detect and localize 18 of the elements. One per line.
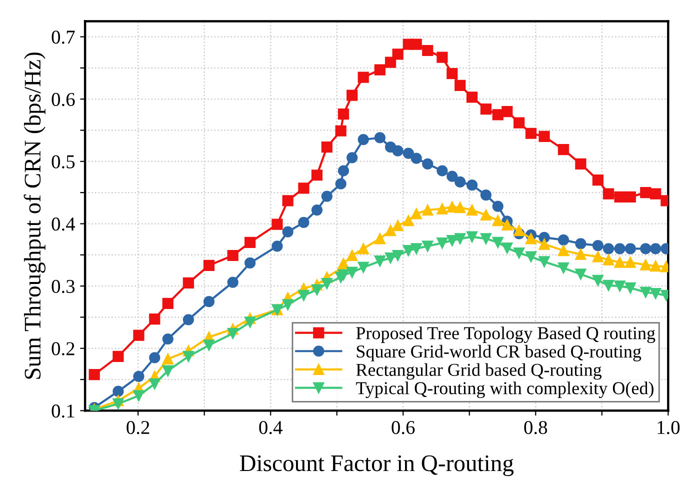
- y-tick-label: 0.7: [52, 30, 75, 44]
- legend-label: Proposed Tree Topology Based Q routing: [356, 326, 656, 344]
- y-tick-label: 0.5: [52, 155, 75, 168]
- x-tick-label: 1.0: [658, 420, 680, 434]
- legend-label: Typical Q-routing with complexity O(ed): [356, 382, 654, 398]
- y-tick-label: 0.1: [52, 404, 74, 418]
- x-tick-label: 0.4: [259, 420, 282, 434]
- y-axis-title: Sum Throughput of CRN (bps/Hz): [24, 52, 46, 379]
- x-tick-label: 0.8: [524, 420, 548, 434]
- legend-label: Rectangular Grid based Q-routing: [356, 363, 602, 380]
- x-tick-label: 0.6: [392, 420, 415, 434]
- y-tick-label: 0.2: [52, 342, 74, 356]
- y-tick-label: 0.3: [52, 280, 75, 294]
- x-axis-title: Discount Factor in Q-routing: [240, 455, 514, 476]
- y-tick-label: 0.6: [52, 92, 75, 106]
- x-tick-label: 0.2: [126, 420, 150, 434]
- legend-label: Square Grid-world CR based Q-routing: [356, 344, 642, 362]
- y-tick-label: 0.4: [52, 218, 76, 231]
